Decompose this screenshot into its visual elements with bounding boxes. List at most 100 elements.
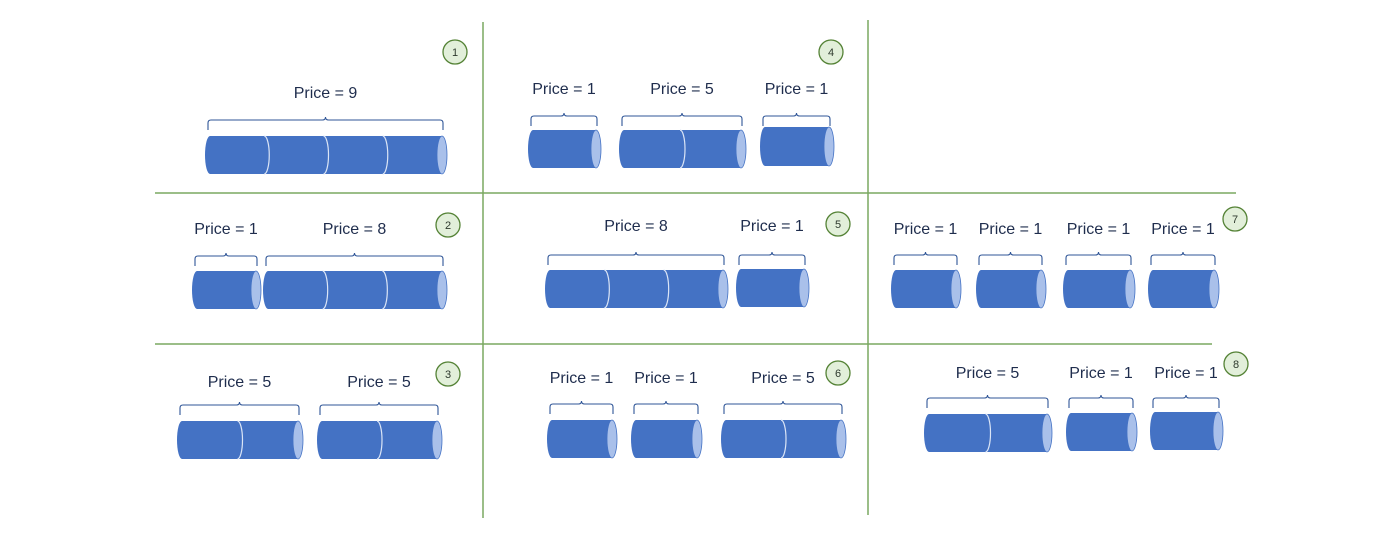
- price-label: Price = 5: [751, 370, 815, 387]
- rod-end-cap: [798, 268, 810, 308]
- panels: 1 Price = 9 2 Price = 1 Price = 8 3 Price = 5 P…: [177, 39, 1249, 460]
- cut-panel-6: 6 Price = 1 Price = 1 Price = 5: [547, 360, 851, 459]
- panel-number-badge: 3: [435, 361, 461, 387]
- panel-number: 3: [445, 369, 451, 381]
- price-brace: [207, 116, 444, 130]
- panel-number-badge: 1: [442, 39, 468, 65]
- rod-seam: [604, 269, 610, 309]
- price-label: Price = 1: [1151, 221, 1215, 238]
- cut-panel-8: 8 Price = 5 Price = 1 Price = 1: [924, 351, 1249, 453]
- rod-end-cap: [436, 135, 448, 175]
- rod-body: [1148, 270, 1214, 308]
- price-brace: [723, 400, 843, 414]
- price-brace: [547, 251, 725, 265]
- rod-body: [976, 270, 1041, 308]
- rod-end-cap: [250, 270, 262, 310]
- rod-seam: [780, 419, 787, 459]
- price-brace: [530, 112, 598, 126]
- rod-body: [631, 420, 697, 458]
- price-brace: [1065, 251, 1132, 265]
- rod-seam: [237, 420, 244, 460]
- badge-circle: [1223, 351, 1249, 377]
- panel-number-badge: 4: [818, 39, 844, 65]
- panel-number: 8: [1233, 359, 1239, 371]
- rod-end-cap: [735, 129, 747, 169]
- rod-body: [721, 420, 841, 458]
- panel-number: 6: [835, 368, 841, 380]
- rod-body: [1063, 270, 1130, 308]
- price-brace: [1068, 394, 1134, 408]
- rod-piece: Price = 5: [177, 374, 304, 460]
- rod-piece: Price = 1: [976, 221, 1047, 309]
- rod-body: [528, 130, 596, 168]
- rod-piece: Price = 1: [192, 221, 262, 310]
- panel-number: 1: [452, 47, 458, 59]
- price-brace: [893, 251, 958, 265]
- rod-body: [1150, 412, 1218, 450]
- rod-piece: Price = 1: [736, 218, 810, 308]
- badge-circle: [442, 39, 468, 65]
- rod-piece: Price = 8: [263, 221, 448, 310]
- panel-number-badge: 5: [825, 211, 851, 237]
- rod-seam: [376, 420, 383, 460]
- rod-end-cap: [1126, 412, 1138, 452]
- price-brace: [265, 252, 444, 266]
- badge-circle: [825, 211, 851, 237]
- rod-end-cap: [1212, 411, 1224, 451]
- panel-number: 5: [835, 219, 841, 231]
- rod-body: [192, 271, 256, 309]
- price-brace: [633, 400, 699, 414]
- rod-body: [891, 270, 956, 308]
- price-brace: [319, 401, 439, 415]
- price-label: Price = 5: [956, 365, 1020, 382]
- rod-piece: Price = 1: [547, 370, 618, 459]
- rod-seam: [679, 129, 686, 169]
- grid-lines: [155, 20, 1236, 518]
- badge-circle: [818, 39, 844, 65]
- badge-circle: [435, 212, 461, 238]
- rod-piece: Price = 1: [760, 81, 835, 167]
- rod-end-cap: [950, 269, 962, 309]
- rod-piece: Price = 1: [631, 370, 703, 459]
- rod-body: [736, 269, 804, 307]
- rod-body: [177, 421, 298, 459]
- price-brace: [1150, 251, 1216, 265]
- rod-seam: [264, 135, 270, 175]
- rod-piece: Price = 5: [317, 374, 443, 460]
- price-label: Price = 5: [650, 81, 714, 98]
- price-label: Price = 1: [1067, 221, 1131, 238]
- price-label: Price = 5: [208, 374, 272, 391]
- price-brace: [1152, 394, 1220, 408]
- rod-end-cap: [606, 419, 618, 459]
- price-label: Price = 8: [604, 218, 668, 235]
- rod-piece: Price = 5: [721, 370, 847, 459]
- rod-seam: [382, 270, 388, 310]
- cut-panel-4: 4 Price = 1 Price = 5 Price = 1: [528, 39, 844, 169]
- cut-panel-3: 3 Price = 5 Price = 5: [177, 361, 461, 460]
- rod-end-cap: [691, 419, 703, 459]
- rod-body: [547, 420, 612, 458]
- rod-end-cap: [717, 269, 729, 309]
- rod-end-cap: [1208, 269, 1220, 309]
- rod-piece: Price = 1: [1150, 365, 1224, 451]
- cut-panel-7: 7 Price = 1 Price = 1 Price = 1 Price = 1: [891, 206, 1248, 309]
- price-brace: [978, 251, 1043, 265]
- panel-number: 7: [1232, 214, 1238, 226]
- rod-end-cap: [431, 420, 443, 460]
- price-label: Price = 1: [634, 370, 698, 387]
- cut-panel-5: 5 Price = 8 Price = 1: [545, 211, 851, 309]
- price-label: Price = 1: [979, 221, 1043, 238]
- panel-number-badge: 7: [1222, 206, 1248, 232]
- rod-seam: [322, 270, 329, 310]
- badge-circle: [435, 361, 461, 387]
- panel-number-badge: 8: [1223, 351, 1249, 377]
- rod-seam: [323, 135, 330, 175]
- price-label: Price = 1: [1154, 365, 1218, 382]
- rod-end-cap: [1041, 413, 1053, 453]
- badge-circle: [1222, 206, 1248, 232]
- cut-panel-1: 1 Price = 9: [205, 39, 468, 175]
- panel-number: 2: [445, 220, 451, 232]
- price-brace: [621, 112, 743, 126]
- rod-piece: Price = 1: [1063, 221, 1136, 309]
- price-label: Price = 1: [194, 221, 258, 238]
